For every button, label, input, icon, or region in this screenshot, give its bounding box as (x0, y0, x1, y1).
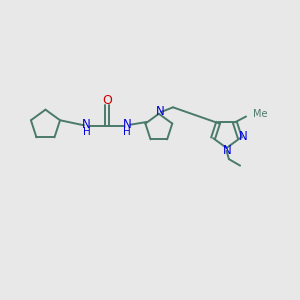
Text: N: N (156, 105, 165, 118)
Text: N: N (223, 144, 232, 157)
Text: N: N (82, 118, 91, 131)
Text: N: N (123, 118, 131, 131)
Text: Me: Me (253, 110, 267, 119)
Text: O: O (102, 94, 112, 107)
Text: N: N (239, 130, 248, 143)
Text: H: H (123, 127, 131, 137)
Text: H: H (83, 127, 91, 137)
